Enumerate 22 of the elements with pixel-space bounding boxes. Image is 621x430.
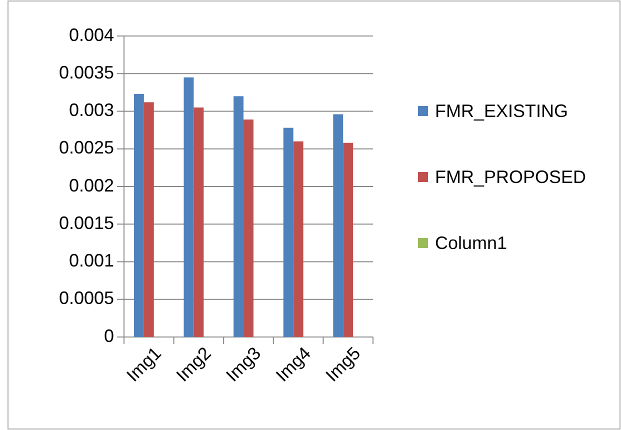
bar bbox=[134, 94, 144, 337]
bar bbox=[343, 142, 354, 337]
bar bbox=[234, 96, 244, 337]
y-tick-label: 0.001 bbox=[68, 250, 114, 270]
bar bbox=[283, 128, 294, 337]
y-tick-label: 0.0005 bbox=[58, 288, 114, 308]
bar bbox=[293, 141, 304, 337]
y-tick-label: 0.0035 bbox=[58, 62, 114, 82]
bar bbox=[184, 77, 194, 337]
bar bbox=[194, 107, 204, 337]
bar bbox=[144, 102, 154, 337]
y-tick-label: 0.004 bbox=[68, 24, 114, 45]
legend-label: FMR_PROPOSED bbox=[435, 166, 586, 187]
bar bbox=[333, 114, 344, 337]
bar bbox=[244, 120, 254, 337]
legend-label: FMR_EXISTING bbox=[435, 100, 568, 121]
legend-label: Column1 bbox=[435, 232, 508, 253]
y-tick-label: 0.0015 bbox=[58, 212, 114, 233]
y-tick-label: 0.002 bbox=[68, 175, 114, 196]
y-tick-label: 0.003 bbox=[68, 100, 114, 120]
y-tick-label: 0 bbox=[104, 326, 114, 346]
y-tick-label: 0.0025 bbox=[58, 138, 114, 158]
